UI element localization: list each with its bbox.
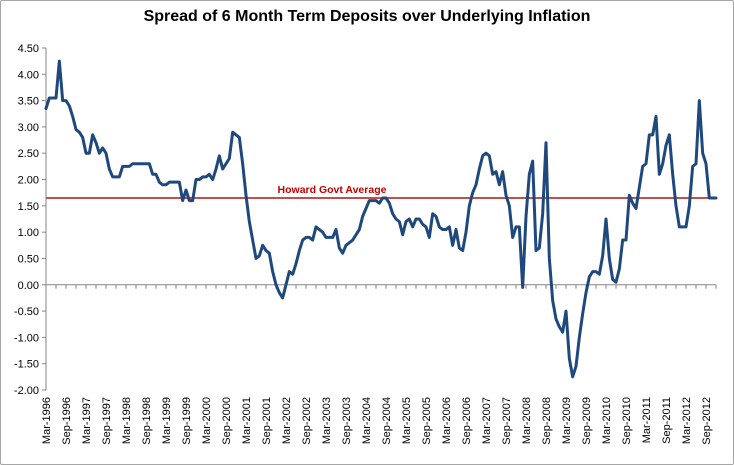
x-tick-label: Mar-2010 [601, 397, 613, 444]
y-tick-label: -0.50 [14, 306, 39, 318]
chart-axes: -2.00 -1.50 -1.00 -0.50 0.00 0.50 1.00 1.50 2.00… [14, 43, 717, 445]
x-tick-label: Sep-2004 [381, 397, 393, 445]
x-tick-label: Mar-2006 [441, 397, 453, 444]
x-tick-label: Mar-2012 [681, 397, 693, 444]
x-tick-label: Sep-1996 [61, 397, 73, 445]
x-tick-label: Mar-2005 [401, 397, 413, 444]
x-tick-label: Mar-2007 [481, 397, 493, 444]
x-tick-label: Mar-2003 [321, 397, 333, 444]
x-tick-label: Sep-2003 [341, 397, 353, 445]
y-tick-label: 2.00 [18, 175, 39, 187]
x-tick-label: Sep-2012 [701, 397, 713, 445]
x-tick-label: Sep-2005 [421, 397, 433, 445]
y-tick-label: 3.00 [18, 122, 39, 134]
series-group [44, 59, 718, 379]
x-tick-label: Mar-2008 [521, 397, 533, 444]
y-tick-label: 4.00 [18, 69, 39, 81]
y-tick-label: -2.00 [14, 385, 39, 397]
x-tick-label: Mar-2009 [561, 397, 573, 444]
y-tick-label: 0.00 [18, 280, 39, 292]
x-tick-label: Mar-1999 [161, 397, 173, 444]
x-tick-label: Sep-1998 [141, 397, 153, 445]
y-tick-label: 4.50 [18, 43, 39, 55]
chart-title: Spread of 6 Month Term Deposits over Und… [143, 8, 591, 25]
y-tick-label: -1.00 [14, 332, 39, 344]
y-tick-label: 1.50 [18, 201, 39, 213]
x-tick-label: Mar-2011 [641, 397, 653, 443]
x-tick-label: Sep-2000 [221, 397, 233, 445]
y-tick-label: 2.50 [18, 148, 39, 160]
x-tick-label: Sep-2006 [461, 397, 473, 445]
x-tick-label: Mar-1998 [121, 397, 133, 444]
x-tick-label: Sep-2010 [621, 397, 633, 445]
x-tick-label: Mar-1996 [41, 397, 53, 444]
x-tick-label: Sep-2002 [301, 397, 313, 445]
x-tick-label: Sep-2009 [581, 397, 593, 445]
reference-line-group: Howard Govt Average [46, 184, 716, 199]
x-tick-label: Mar-2004 [361, 397, 373, 444]
x-tick-label: Mar-2000 [201, 397, 213, 444]
y-tick-label: 0.50 [18, 253, 39, 265]
x-tick-label: Mar-1997 [81, 397, 93, 444]
x-tick-label: Sep-2007 [501, 397, 513, 445]
x-tick-label: Sep-1997 [101, 397, 113, 445]
x-tick-label: Sep-2008 [541, 397, 553, 445]
y-tick-label: -1.50 [14, 359, 39, 371]
series-line [44, 59, 718, 379]
y-tick-label: 1.00 [18, 227, 39, 239]
x-tick-label: Sep-2011 [661, 397, 673, 444]
x-tick-label: Mar-2002 [281, 397, 293, 444]
x-tick-label: Sep-2001 [261, 397, 273, 445]
reference-line-label: Howard Govt Average [278, 184, 387, 196]
y-tick-label: 3.50 [18, 96, 39, 108]
x-tick-label: Mar-2001 [241, 397, 253, 444]
x-tick-label: Sep-1999 [181, 397, 193, 445]
